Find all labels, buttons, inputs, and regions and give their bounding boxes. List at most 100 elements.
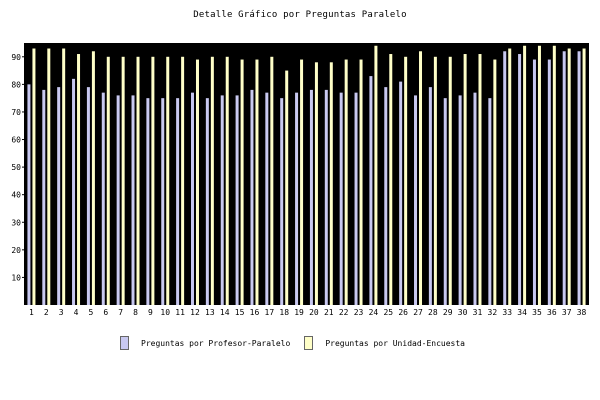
- bar-unidad-28: [433, 56, 437, 305]
- x-tick-label: 14: [220, 308, 230, 317]
- x-tick-label: 9: [148, 308, 153, 317]
- bar-unidad-17: [270, 56, 274, 305]
- x-tick-label: 21: [324, 308, 334, 317]
- bar-profesor-1: [27, 84, 31, 305]
- bar-profesor-3: [57, 87, 61, 305]
- bar-profesor-30: [458, 95, 462, 306]
- bar-unidad-27: [419, 51, 423, 306]
- bar-unidad-6: [106, 56, 110, 305]
- bar-unidad-38: [582, 48, 586, 306]
- bar-unidad-13: [210, 56, 214, 305]
- bar-unidad-22: [344, 59, 348, 306]
- bar-unidad-4: [77, 54, 81, 305]
- bar-profesor-9: [146, 98, 150, 305]
- bar-unidad-11: [181, 56, 185, 305]
- x-tick-label: 5: [88, 308, 93, 317]
- bar-profesor-14: [220, 95, 224, 306]
- x-tick-label: 11: [175, 308, 185, 317]
- bar-unidad-23: [359, 59, 363, 306]
- x-tick-label: 27: [413, 308, 423, 317]
- bar-profesor-26: [399, 81, 403, 305]
- bar-profesor-22: [339, 92, 343, 305]
- x-tick-label: 15: [235, 308, 245, 317]
- y-tick-label: 40: [11, 191, 21, 200]
- x-tick-label: 16: [250, 308, 260, 317]
- x-tick-label: 20: [309, 308, 319, 317]
- bar-profesor-4: [72, 78, 76, 305]
- x-tick-label: 19: [294, 308, 304, 317]
- bar-profesor-7: [116, 95, 120, 306]
- bar-unidad-19: [300, 59, 304, 306]
- x-tick-label: 31: [473, 308, 483, 317]
- bar-profesor-23: [354, 92, 358, 305]
- x-tick-label: 25: [383, 308, 393, 317]
- bar-unidad-12: [195, 59, 199, 306]
- bar-unidad-35: [537, 45, 541, 305]
- bar-profesor-29: [443, 98, 447, 305]
- x-tick-label: 13: [205, 308, 215, 317]
- x-tick-label: 1: [29, 308, 34, 317]
- bar-unidad-16: [255, 59, 259, 306]
- bar-profesor-15: [235, 95, 239, 306]
- y-tick-label: 20: [11, 246, 21, 255]
- bar-profesor-28: [428, 87, 432, 305]
- bar-profesor-18: [280, 98, 284, 305]
- x-tick-label: 18: [279, 308, 289, 317]
- y-tick-label: 60: [11, 136, 21, 145]
- bar-unidad-33: [508, 48, 512, 306]
- y-tick-label: 10: [11, 273, 21, 282]
- legend-swatch-profesor: [120, 336, 129, 350]
- bar-profesor-32: [488, 98, 492, 305]
- bar-unidad-7: [121, 56, 125, 305]
- x-tick-label: 17: [265, 308, 275, 317]
- bar-profesor-25: [384, 87, 388, 305]
- bar-profesor-5: [86, 87, 90, 305]
- bar-unidad-20: [314, 62, 318, 305]
- bar-profesor-36: [547, 59, 551, 306]
- y-tick-label: 70: [11, 108, 21, 117]
- x-tick-label: 26: [398, 308, 408, 317]
- x-tick-label: 6: [103, 308, 108, 317]
- bar-profesor-13: [205, 98, 209, 305]
- x-tick-label: 29: [443, 308, 453, 317]
- x-tick-label: 10: [160, 308, 170, 317]
- bar-profesor-21: [324, 89, 328, 305]
- bar-unidad-34: [523, 45, 527, 305]
- bar-unidad-25: [389, 54, 393, 305]
- y-tick-label: 80: [11, 80, 21, 89]
- x-tick-label: 23: [354, 308, 364, 317]
- bar-profesor-19: [295, 92, 299, 305]
- x-tick-label: 38: [577, 308, 587, 317]
- bar-profesor-10: [161, 98, 165, 305]
- y-tick-label: 90: [11, 53, 21, 62]
- bar-unidad-24: [374, 45, 378, 305]
- bar-unidad-15: [240, 59, 244, 306]
- bar-profesor-27: [414, 95, 418, 306]
- bar-unidad-1: [32, 48, 36, 306]
- bar-unidad-36: [552, 45, 556, 305]
- x-tick-label: 2: [44, 308, 49, 317]
- bar-unidad-5: [91, 51, 95, 306]
- bar-unidad-3: [62, 48, 66, 306]
- x-tick-label: 36: [547, 308, 557, 317]
- bar-unidad-14: [225, 56, 229, 305]
- legend-label-unidad: Preguntas por Unidad-Encuesta: [325, 338, 465, 348]
- x-tick-label: 24: [369, 308, 379, 317]
- legend-swatch-unidad: [304, 336, 314, 350]
- bar-profesor-35: [532, 59, 536, 306]
- bar-unidad-29: [448, 56, 452, 305]
- bar-profesor-2: [42, 89, 46, 305]
- x-tick-label: 34: [517, 308, 527, 317]
- bar-profesor-8: [131, 95, 135, 306]
- bar-profesor-16: [250, 89, 254, 305]
- bar-profesor-20: [309, 89, 313, 305]
- x-tick-label: 30: [458, 308, 468, 317]
- bar-profesor-11: [176, 98, 180, 305]
- bar-unidad-21: [329, 62, 333, 305]
- bar-profesor-31: [473, 92, 477, 305]
- bar-unidad-9: [151, 56, 155, 305]
- chart-title: Detalle Gráfico por Preguntas Paralelo: [193, 10, 407, 20]
- x-tick-label: 7: [118, 308, 123, 317]
- x-tick-label: 22: [339, 308, 349, 317]
